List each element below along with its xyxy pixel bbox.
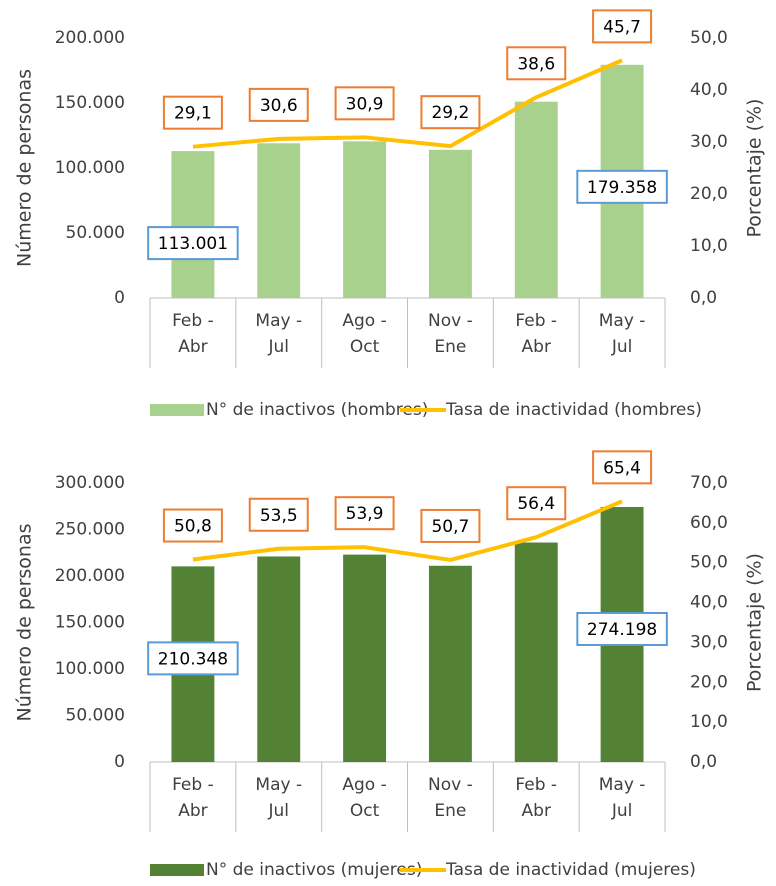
line-value-label-box [248,87,309,122]
y-axis-title: Número de personas [14,69,36,267]
y-tick-label: 150.000 [55,93,125,113]
line-value-label: 30,6 [260,96,298,116]
y2-tick-label: 10,0 [690,712,728,732]
x-tick-label: May - Jul [255,311,303,357]
y2-tick-label: 70,0 [690,473,728,493]
x-tick-label: Feb - Abr [172,775,214,821]
y2-axis-title: Porcentaje (%) [744,99,766,238]
y-tick-label: 250.000 [55,520,125,540]
x-tick-label: May - Jul [598,775,646,821]
y-tick-label: 100.000 [55,158,125,178]
y2-tick-label: 40,0 [690,80,728,100]
x-tick-label: Ago - Oct [342,775,387,821]
y-tick-label: 0 [114,288,125,308]
line [192,58,623,149]
y-tick-label: 200.000 [55,566,125,586]
y2-tick-label: 0,0 [690,288,717,308]
bar-value-label: 210.348 [158,649,228,669]
y2-tick-label: 40,0 [690,593,728,613]
y2-tick-label: 10,0 [690,236,728,256]
legend-swatch [150,864,204,876]
line-value-label-box [334,496,395,531]
bar [257,143,301,298]
bar [343,141,387,298]
x-tick-label: May - Jul [255,775,303,821]
line-value-label: 50,8 [174,517,212,537]
x-tick-label: Nov - Ene [428,775,473,821]
y2-axis-title: Porcentaje (%) [744,553,766,692]
line-value-label: 53,9 [346,504,384,524]
x-tick-label: Nov - Ene [428,311,473,357]
bar [257,556,301,762]
y2-tick-label: 50,0 [690,28,728,48]
line-value-label-box [248,497,309,532]
y-tick-label: 200.000 [55,28,125,48]
y-axis-title: Número de personas [14,524,36,722]
line-value-label: 45,7 [603,17,641,37]
bar [514,101,558,298]
bar-value-label-box [147,226,239,261]
y-tick-label: 50.000 [66,223,125,243]
line-value-label-box [420,508,481,543]
bar-value-label: 179.358 [587,178,657,198]
bar [428,565,472,762]
line-value-label-box [334,86,395,121]
x-tick-label: Feb - Abr [172,311,214,357]
line-value-label: 38,6 [517,54,555,74]
line-value-label: 53,5 [260,506,298,526]
line-value-label: 30,9 [346,94,384,114]
line-value-label: 50,7 [431,517,469,537]
y2-tick-label: 60,0 [690,513,728,533]
line-value-label: 56,4 [517,494,555,514]
y2-tick-label: 50,0 [690,553,728,573]
y-tick-label: 0 [114,752,125,772]
legend-label: N° de inactivos (mujeres) [206,860,422,880]
bar-value-label-box [576,169,668,204]
bar-value-label: 274.198 [587,620,657,640]
bar [343,554,387,762]
line-value-label-box [592,450,653,485]
y2-tick-label: 0,0 [690,752,717,772]
line-value-label-box [506,46,567,81]
line-value-label-box [420,95,481,130]
bar-value-label-box [147,641,239,676]
line [192,499,623,562]
x-tick-label: Feb - Abr [515,775,558,821]
x-tick-label: May - Jul [598,311,646,357]
line-value-label: 65,4 [603,458,641,478]
legend-label: N° de inactivos (hombres) [206,400,428,420]
y2-tick-label: 20,0 [690,184,728,204]
legend-label: Tasa de inactividad (mujeres) [445,860,696,880]
x-tick-label: Feb - Abr [515,311,558,357]
line-value-label: 29,2 [431,103,469,123]
bar-value-label: 113.001 [158,234,228,254]
y-tick-label: 100.000 [55,659,125,679]
y-tick-label: 50.000 [66,706,125,726]
line-value-label-box [162,508,223,543]
bar-value-label-box [576,611,668,646]
y2-tick-label: 20,0 [690,672,728,692]
legend-label: Tasa de inactividad (hombres) [445,400,702,420]
line-value-label: 29,1 [174,104,212,124]
bar [428,149,472,298]
legend-swatch [150,404,204,416]
y-tick-label: 150.000 [55,613,125,633]
y-tick-label: 300.000 [55,473,125,493]
y2-tick-label: 30,0 [690,132,728,152]
bar [171,151,215,298]
x-tick-label: Ago - Oct [342,311,387,357]
line-value-label-box [592,9,653,44]
line-value-label-box [506,486,567,521]
bar [514,542,558,762]
line-value-label-box [162,95,223,130]
y2-tick-label: 30,0 [690,632,728,652]
